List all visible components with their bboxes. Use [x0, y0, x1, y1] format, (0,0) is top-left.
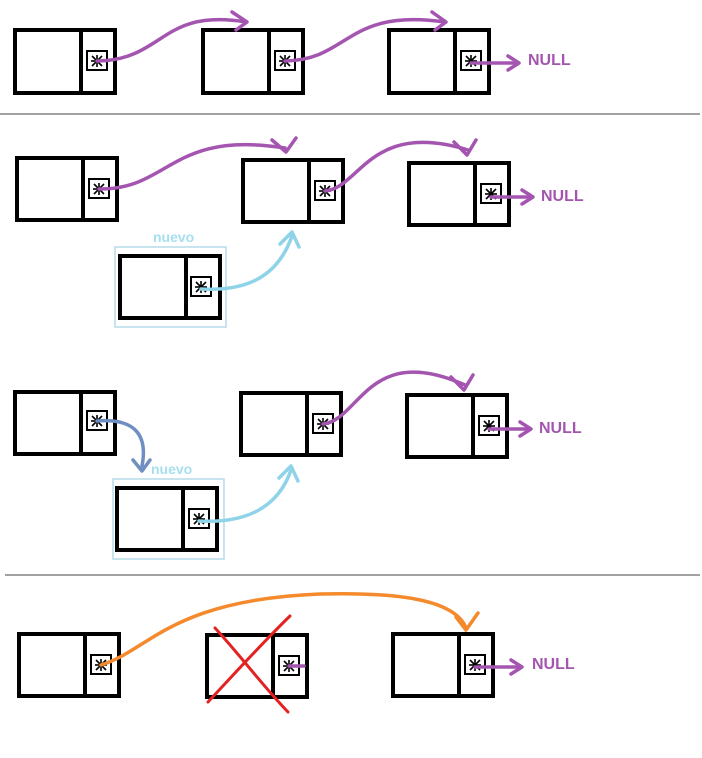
list-node [407, 161, 511, 227]
nuevo-label: nuevo [153, 229, 194, 245]
null-label: NULL [532, 656, 575, 673]
new-node-next-arrow [199, 234, 294, 291]
redirect-pointer-arrow [95, 418, 146, 468]
section-delete-node: NULL [17, 591, 575, 714]
next-pointer-arrow [283, 17, 447, 63]
nuevo-label: nuevo [151, 461, 192, 477]
null-label: NULL [541, 188, 584, 205]
next-pointer-arrow [323, 140, 470, 193]
list-node [405, 393, 509, 459]
delete-cross-mark [206, 614, 292, 714]
list-node [241, 158, 345, 224]
null-label: NULL [539, 420, 582, 437]
list-node [17, 632, 121, 698]
section-insert-new-node: nuevo NULL [15, 136, 584, 328]
list-node [13, 390, 117, 456]
section-link-new-node: nuevo NULL [13, 370, 582, 560]
bypass-pointer-arrow [99, 591, 468, 667]
list-node [391, 632, 495, 698]
new-list-node [118, 254, 222, 320]
null-label: NULL [528, 52, 571, 69]
next-pointer-arrow [95, 17, 248, 63]
next-pointer-arrow [321, 370, 467, 426]
next-pointer-arrow [97, 142, 287, 191]
new-node-next-arrow [197, 468, 293, 523]
new-list-node [115, 486, 219, 552]
section-initial-list: NULL [13, 10, 571, 95]
